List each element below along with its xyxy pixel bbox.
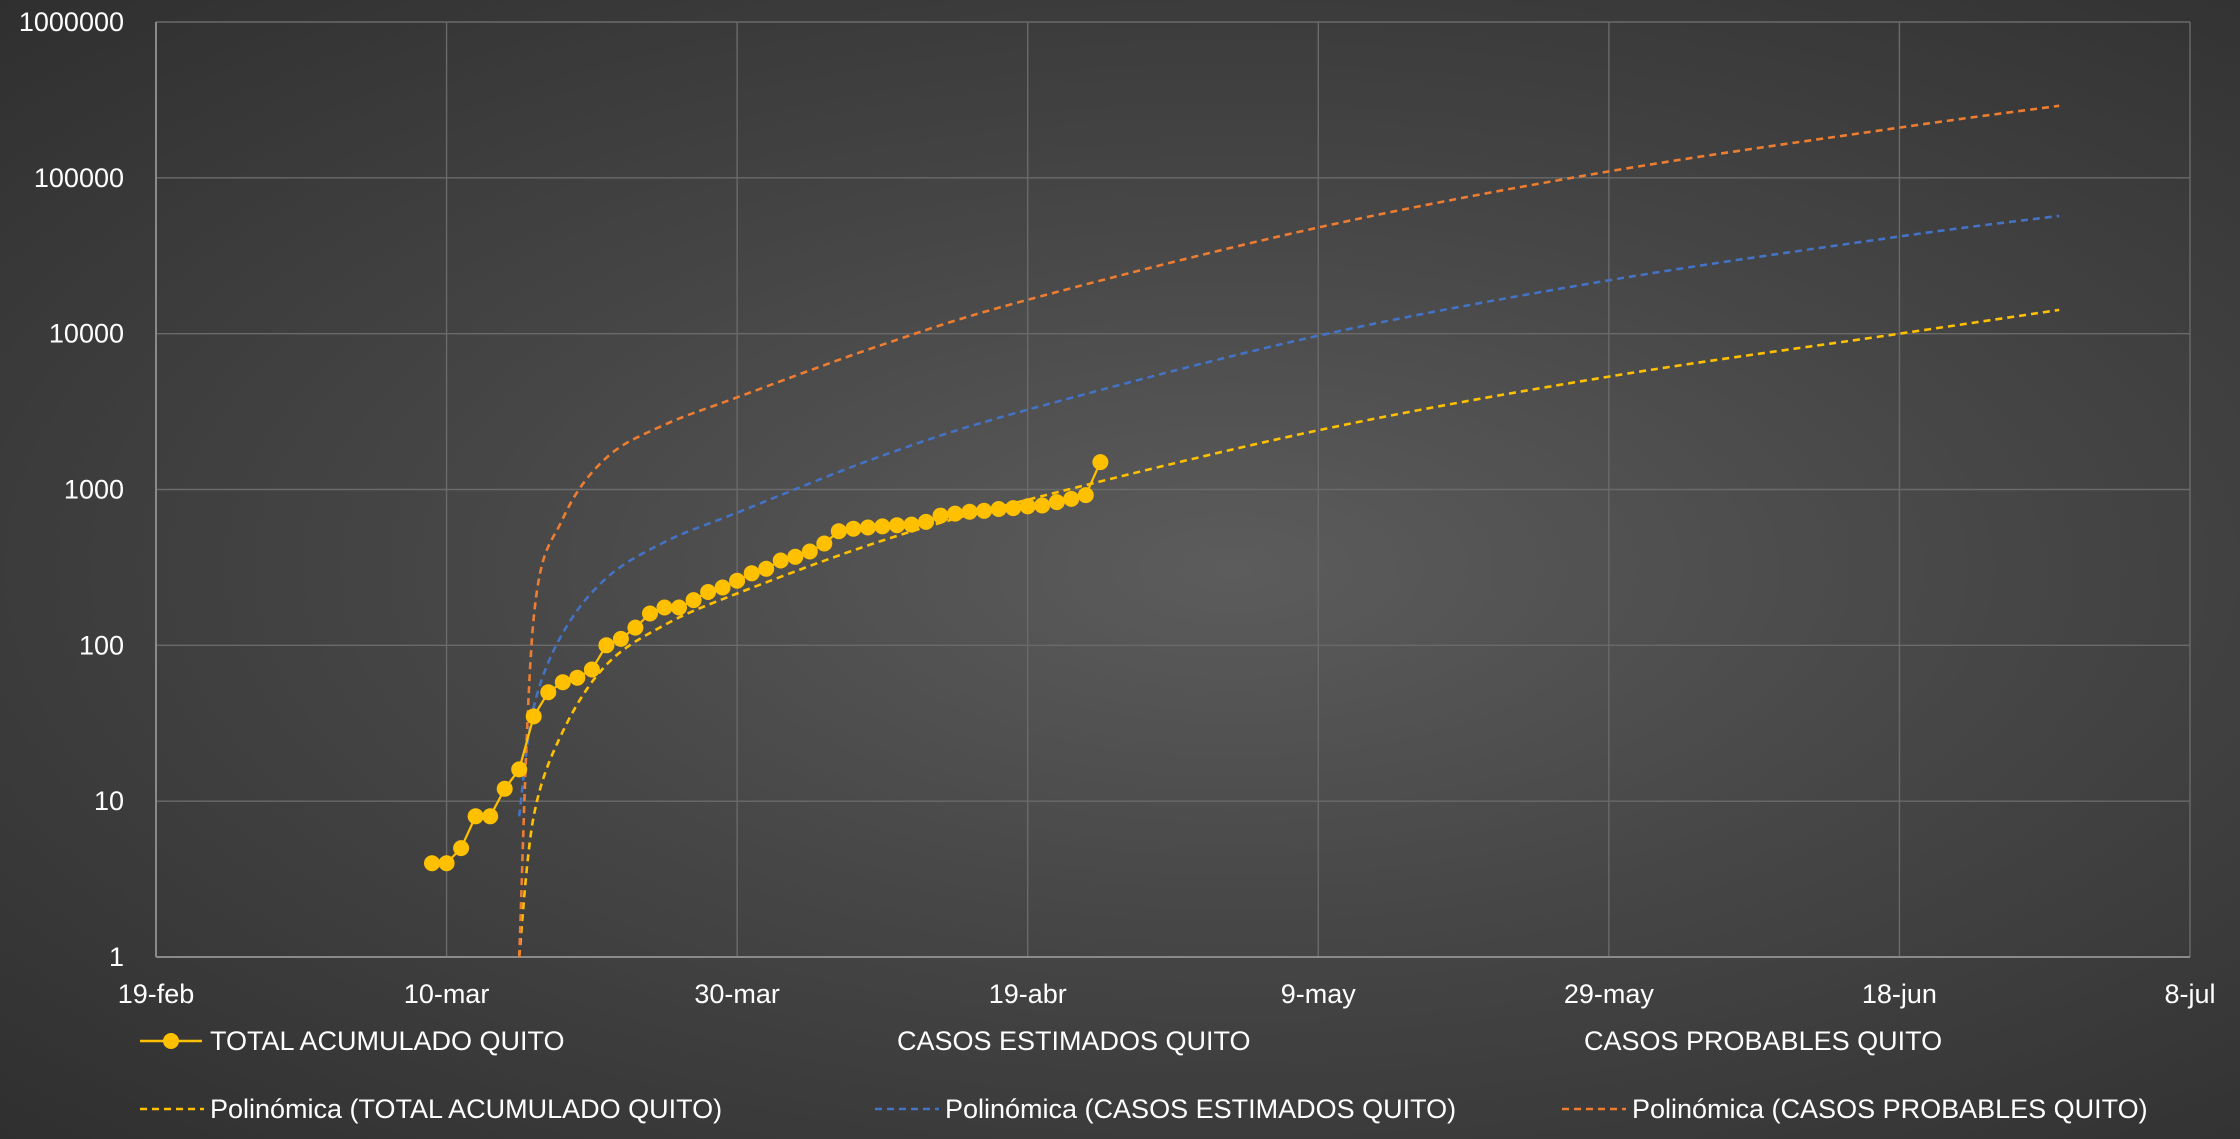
data-point [743,565,760,582]
data-point [1005,500,1022,517]
x-tick-label: 8-jul [2164,979,2215,1009]
legend-marker-dot [163,1033,179,1049]
data-point [1019,498,1036,515]
y-tick-label: 1000 [64,475,124,505]
data-point [874,518,891,535]
data-point [511,761,528,778]
data-point [845,520,862,537]
data-point [1063,490,1080,507]
x-tick-label: 18-jun [1862,979,1937,1009]
data-point [758,560,775,577]
x-tick-label: 10-mar [404,979,490,1009]
legend-label: Polinómica (TOTAL ACUMULADO QUITO) [210,1094,722,1124]
series-line-total-acumulado [432,461,1102,865]
data-point [932,507,949,524]
axes [155,22,2190,958]
data-point [583,661,600,678]
y-tick-label: 10000 [49,319,124,349]
data-point [685,592,702,609]
y-tick-label: 10 [94,786,124,816]
data-point [1092,454,1109,471]
data-point [961,503,978,520]
y-tick-label: 1 [109,942,124,972]
trendline-polin-mica-total-acumulado-quito- [517,308,2060,958]
data-point [714,579,731,596]
x-tick-label: 9-may [1281,979,1357,1009]
legend-label: Polinómica (CASOS ESTIMADOS QUITO) [945,1094,1456,1124]
data-point [889,517,905,534]
trendlines [517,104,2060,958]
x-tick-label: 19-abr [989,979,1067,1009]
trendline-polin-mica-casos-estimados-quito- [517,214,2060,817]
data-point [947,505,964,522]
data-point [482,808,499,825]
data-point [787,548,804,565]
data-point [976,502,993,519]
legend-label: CASOS ESTIMADOS QUITO [897,1026,1251,1056]
legend-label: TOTAL ACUMULADO QUITO [210,1026,565,1056]
data-point [453,840,470,857]
data-point [772,552,789,569]
data-point [612,630,629,647]
data-point [496,780,513,797]
x-axis-tick-labels: 19-feb 10-mar 30-mar 19-abr 9-may 29-may 18-ju… [118,979,2216,1009]
data-point [627,619,644,636]
data-point [859,519,876,536]
data-point [467,808,484,825]
x-tick-label: 19-feb [118,979,195,1009]
data-point [801,543,818,560]
data-point [525,708,542,725]
trendline-polin-mica-casos-probables-quito- [517,104,2060,958]
x-tick-label: 29-may [1564,979,1655,1009]
x-tick-label: 30-mar [694,979,780,1009]
data-point [554,674,571,691]
y-axis-tick-labels: 1 10 100 1000 10000 100000 1000000 [19,7,124,972]
data-series [424,454,1109,872]
data-point [671,599,687,616]
legend: TOTAL ACUMULADO QUITO CASOS ESTIMADOS QUI… [140,1026,2148,1124]
data-point [1077,487,1094,504]
data-point [642,605,658,622]
data-point [830,523,847,540]
data-point [918,513,934,530]
data-point [1034,497,1051,514]
y-tick-label: 1000000 [19,7,124,37]
legend-label: Polinómica (CASOS PROBABLES QUITO) [1632,1094,2148,1124]
data-point [903,516,920,533]
data-point [598,637,615,654]
y-tick-label: 100 [79,630,124,660]
gridlines [156,21,2191,957]
data-point [816,535,833,552]
data-point [438,855,455,872]
data-point [424,855,440,872]
data-point [569,669,586,686]
data-point [1048,494,1065,511]
legend-label: CASOS PROBABLES QUITO [1584,1026,1942,1056]
data-point [990,501,1007,517]
data-point [656,599,673,616]
data-point [729,572,746,589]
data-point [700,584,717,600]
data-point [540,684,557,701]
y-tick-label: 100000 [34,163,124,193]
